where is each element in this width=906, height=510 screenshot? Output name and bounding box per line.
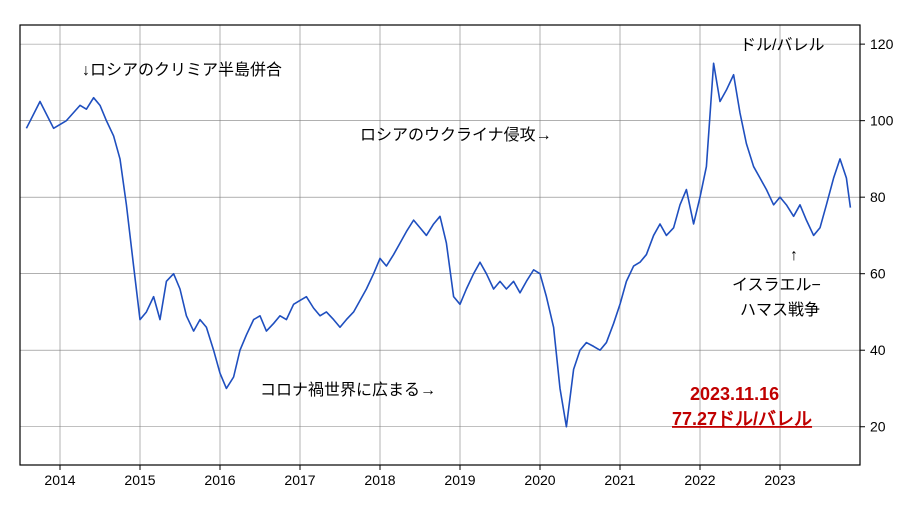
annotation-israel2: イスラエル− — [732, 277, 821, 294]
annotation-unit: ドル/バレル — [740, 37, 824, 54]
y-tick-label: 100 — [870, 113, 894, 129]
y-tick-label: 20 — [870, 419, 886, 435]
x-tick-label: 2019 — [444, 472, 475, 488]
annotation-israel1: ↑ — [790, 247, 798, 264]
annotation-israel3: ハマス戦争 — [740, 301, 820, 319]
x-tick-label: 2014 — [44, 472, 75, 488]
x-tick-label: 2018 — [364, 472, 395, 488]
annotation-covid: コロナ禍世界に広まる→ — [260, 381, 436, 399]
current-date: 2023.11.16 — [690, 384, 779, 404]
y-tick-label: 80 — [870, 189, 886, 205]
y-tick-label: 120 — [870, 36, 894, 52]
x-tick-label: 2015 — [124, 472, 155, 488]
y-tick-label: 60 — [870, 266, 886, 282]
x-tick-label: 2017 — [284, 472, 315, 488]
x-tick-label: 2021 — [604, 472, 635, 488]
x-tick-label: 2023 — [764, 472, 795, 488]
oil-price-chart: 2014 2015 2016 2017 2018 2019 2020 2021 2022 2023… — [0, 0, 906, 510]
annotation-ukraine: ロシアのウクライナ侵攻→ — [360, 126, 552, 144]
current-value: 77.27ドル/バレル — [672, 409, 812, 429]
x-tick-label: 2020 — [524, 472, 555, 488]
y-tick-label: 40 — [870, 342, 886, 358]
x-tick-label: 2016 — [204, 472, 235, 488]
annotation-crimea: ↓ロシアのクリミア半島併合 — [82, 61, 282, 79]
x-tick-label: 2022 — [684, 472, 715, 488]
chart-svg: 2014 2015 2016 2017 2018 2019 2020 2021 2022 2023… — [0, 0, 906, 510]
